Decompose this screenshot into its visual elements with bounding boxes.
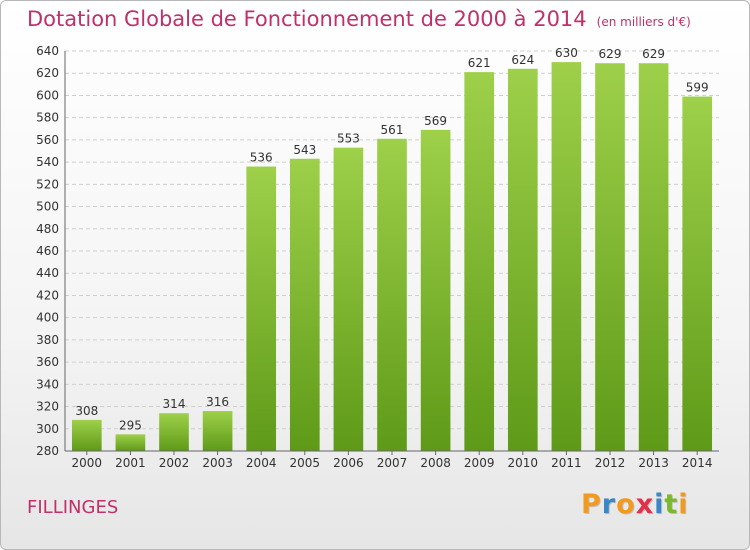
y-tick-label: 640 [36, 44, 59, 58]
x-tick-label-2003: 2003 [202, 456, 233, 470]
x-tick-label-2011: 2011 [551, 456, 582, 470]
y-tick-label: 300 [36, 422, 59, 436]
bar-2004 [246, 166, 277, 452]
bar-2002 [159, 413, 189, 451]
x-tick-label-2000: 2000 [72, 456, 103, 470]
value-label-2001: 295 [119, 418, 142, 432]
x-tick-label-2005: 2005 [290, 456, 321, 470]
x-tick-label-2009: 2009 [464, 456, 495, 470]
x-tick-label-2012: 2012 [595, 456, 626, 470]
axes [64, 51, 719, 452]
chart-title-text: Dotation Globale de Fonctionnement de 20… [27, 7, 587, 31]
x-tick-label-2006: 2006 [333, 456, 364, 470]
bar-2007 [377, 138, 407, 451]
x-axis-ticks: 2000 2001 2002 2003 2004 2005 2006 2007 2008 2009… [72, 451, 713, 470]
bar-2000 [71, 419, 102, 451]
bar-2006 [333, 147, 364, 451]
bar-2014 [682, 96, 713, 452]
chart-title: Dotation Globale de Fonctionnement de 20… [27, 7, 691, 31]
y-tick-label: 420 [36, 288, 59, 302]
chart-unit-label: (en milliers d'€) [596, 15, 691, 29]
value-label-2010: 624 [511, 53, 534, 67]
value-labels: 308 295 314 316 536 543 553 561 569 621 624 630 629 6… [75, 46, 708, 432]
y-tick-label: 460 [36, 244, 59, 258]
value-label-2005: 543 [293, 143, 316, 157]
proxiti-logo: Proxiti [581, 489, 689, 520]
y-tick-label: 600 [36, 88, 59, 102]
y-axis-ticks: 280 300 320 340 360 380 400 420 440 460 480 500 520 5… [36, 44, 59, 458]
y-tick-label: 280 [36, 444, 59, 458]
logo-letter: o [616, 489, 636, 520]
y-tick-label: 620 [36, 66, 59, 80]
x-tick-label-2007: 2007 [377, 456, 408, 470]
bar-2003 [202, 411, 233, 451]
y-tick-label: 320 [36, 400, 59, 414]
value-label-2009: 621 [468, 56, 491, 70]
value-label-2002: 314 [163, 397, 186, 411]
logo-letter: x [635, 489, 655, 520]
y-tick-label: 340 [36, 377, 59, 391]
location-label: FILLINGES [27, 497, 119, 518]
bar-2008 [420, 129, 451, 451]
y-tick-label: 500 [36, 200, 59, 214]
x-tick-label-2002: 2002 [159, 456, 190, 470]
x-tick-label-2008: 2008 [420, 456, 451, 470]
y-tick-label: 440 [36, 266, 59, 280]
bar-2009 [464, 72, 495, 451]
x-tick-label-2001: 2001 [115, 456, 146, 470]
x-tick-label-2014: 2014 [682, 456, 713, 470]
y-tick-label: 560 [36, 133, 59, 147]
bar-2001 [115, 434, 146, 451]
bar-2011 [551, 62, 582, 451]
value-label-2006: 553 [337, 132, 360, 146]
value-label-2008: 569 [424, 114, 447, 128]
value-label-2014: 599 [686, 81, 709, 95]
y-tick-label: 380 [36, 333, 59, 347]
logo-letter: i [678, 489, 689, 520]
logo-letter: r [601, 489, 617, 520]
value-label-2003: 316 [206, 395, 229, 409]
bar-2012 [595, 63, 625, 451]
x-tick-label-2013: 2013 [638, 456, 669, 470]
y-tick-label: 580 [36, 111, 59, 125]
logo-letter: t [664, 489, 679, 520]
value-label-2013: 629 [642, 47, 665, 61]
bar-2010 [507, 68, 538, 452]
y-tick-label: 520 [36, 177, 59, 191]
value-label-2004: 536 [250, 151, 273, 165]
x-tick-label-2004: 2004 [246, 456, 277, 470]
logo-letter: P [581, 489, 602, 520]
value-label-2011: 630 [555, 46, 578, 60]
y-tick-label: 360 [36, 355, 59, 369]
bars [71, 62, 713, 452]
bar-2013 [638, 63, 669, 451]
value-label-2007: 561 [381, 123, 404, 137]
y-tick-label: 400 [36, 311, 59, 325]
value-label-2012: 629 [599, 47, 622, 61]
bar-2005 [289, 158, 320, 451]
logo-letter: i [654, 489, 665, 520]
y-tick-label: 480 [36, 222, 59, 236]
value-label-2000: 308 [75, 404, 98, 418]
y-tick-label: 540 [36, 155, 59, 169]
x-tick-label-2010: 2010 [508, 456, 539, 470]
